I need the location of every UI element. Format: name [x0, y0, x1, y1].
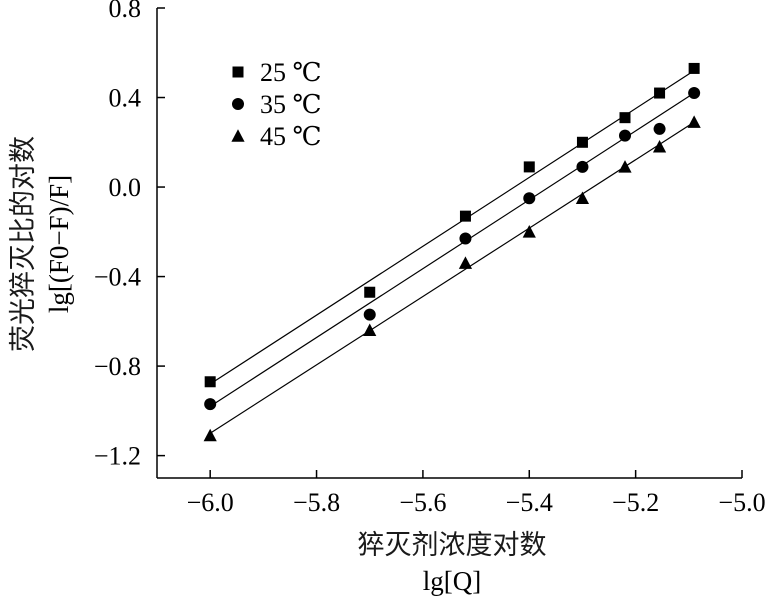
x-tick-label: −6.0 — [187, 488, 234, 517]
data-point-triangle — [458, 256, 473, 269]
legend-label: 25 ℃ — [260, 58, 322, 87]
legend-marker-square — [232, 66, 244, 78]
data-point-triangle — [363, 323, 377, 337]
legend-label: 45 ℃ — [260, 122, 322, 151]
data-point-circle — [688, 87, 701, 100]
legend-marker-triangle — [231, 129, 245, 142]
legend-label: 35 ℃ — [260, 90, 322, 119]
data-point-square — [576, 136, 588, 148]
ticks: −6.0 −5.8 −5.6 −5.4 −5.2 −5.0 0.8 0.4 0.0 −0.4 −0.… — [94, 0, 766, 517]
fit-line — [209, 92, 695, 407]
x-tick-label: −5.2 — [612, 488, 659, 517]
data-point-triangle — [575, 191, 590, 205]
y-axis-subtitle: lg[(F0−F)/F] — [44, 175, 74, 313]
data-point-triangle — [652, 139, 667, 153]
data-point-circle — [523, 192, 536, 205]
x-tick-label: −5.8 — [293, 488, 340, 517]
y-tick-label: −0.8 — [94, 352, 141, 381]
data-point-square — [688, 62, 700, 74]
data-point-square — [204, 376, 216, 388]
data-point-circle — [653, 122, 666, 135]
data-point-triangle — [687, 115, 701, 128]
data-point-square — [523, 161, 535, 173]
y-axis-title: 荧光猝灭比的对数 — [8, 136, 39, 352]
x-axis-subtitle: lg[Q] — [423, 566, 481, 596]
data-point-triangle — [618, 160, 632, 173]
legend: 25 ℃ 35 ℃ 45 ℃ — [231, 58, 322, 151]
data-point-square — [459, 210, 471, 222]
fit-line — [209, 121, 695, 434]
fit-lines — [209, 70, 695, 434]
axes — [156, 8, 742, 479]
x-tick-label: −5.0 — [718, 488, 765, 517]
data-point-circle — [619, 129, 631, 142]
data-point-square — [654, 87, 666, 99]
y-tick-label: −1.2 — [94, 442, 141, 471]
data-point-triangle — [203, 428, 217, 442]
legend-marker-circle — [232, 98, 244, 110]
y-tick-label: 0.4 — [109, 84, 142, 113]
data-point-circle — [363, 308, 376, 321]
data-point-triangle — [522, 225, 536, 238]
data-points — [203, 62, 701, 442]
data-point-circle — [576, 160, 589, 173]
y-tick-label: 0.8 — [109, 0, 142, 23]
x-axis-title: 猝灭剂浓度对数 — [358, 530, 547, 561]
x-tick-label: −5.4 — [506, 488, 553, 517]
data-point-circle — [459, 232, 472, 245]
fit-line — [209, 70, 695, 385]
x-tick-label: −5.6 — [399, 488, 446, 517]
data-point-square — [619, 112, 631, 124]
y-tick-label: −0.4 — [94, 263, 141, 292]
data-point-circle — [204, 398, 217, 411]
y-tick-label: 0.0 — [109, 173, 142, 202]
data-point-square — [364, 286, 376, 298]
